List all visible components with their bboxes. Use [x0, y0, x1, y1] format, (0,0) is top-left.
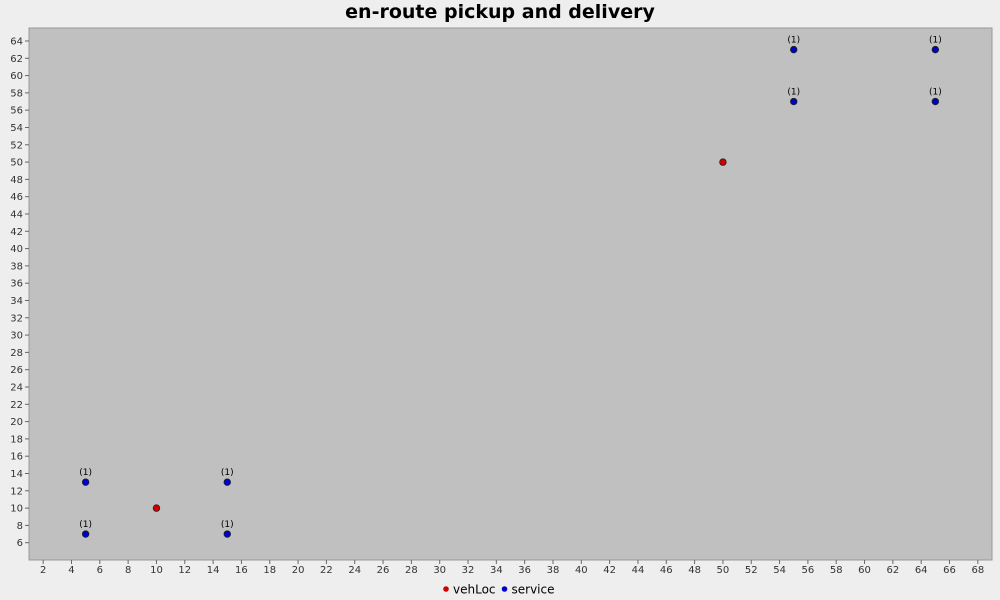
y-tick-label: 8: [17, 521, 23, 532]
y-tick-label: 60: [10, 71, 23, 82]
y-tick-label: 38: [10, 261, 23, 272]
y-tick-label: 32: [10, 313, 23, 324]
data-point-service: [81, 478, 90, 486]
x-tick-label: 50: [717, 565, 730, 576]
x-tick-label: 32: [462, 565, 475, 576]
y-tick-label: 40: [10, 244, 23, 255]
x-tick-label: 20: [292, 565, 305, 576]
y-tick-label: 58: [10, 88, 23, 99]
y-tick-label: 24: [10, 382, 23, 393]
y-tick-label: 16: [10, 452, 23, 463]
x-tick-label: 42: [603, 565, 616, 576]
data-point-service: [931, 97, 940, 106]
data-label: (1): [221, 520, 234, 530]
data-label: (1): [929, 36, 942, 46]
y-tick-label: 50: [10, 158, 23, 169]
y-tick-label: 20: [10, 417, 23, 428]
x-tick-label: 24: [348, 565, 361, 576]
x-tick-label: 12: [178, 565, 191, 576]
legend-label-service: service: [512, 583, 555, 597]
x-tick-label: 2: [40, 565, 46, 576]
chart-title: en-route pickup and delivery: [345, 1, 655, 23]
y-tick-label: 18: [10, 434, 23, 445]
y-tick-label: 54: [10, 123, 23, 134]
data-point-service: [223, 478, 231, 486]
y-tick-label: 62: [10, 54, 23, 65]
data-point-service: [790, 97, 798, 106]
data-point-service: [931, 45, 940, 54]
x-tick-label: 26: [377, 565, 390, 576]
data-point-vehLoc: [719, 158, 727, 166]
legend-label-vehLoc: vehLoc: [453, 583, 496, 597]
x-axis: 2 4 6 8 10 12 14 16 18 20 22 24 26 28 30 32 34 36 38 40 42 44…: [40, 560, 984, 576]
y-tick-label: 44: [10, 209, 23, 220]
x-tick-label: 54: [773, 565, 786, 576]
x-tick-label: 16: [235, 565, 248, 576]
x-tick-label: 64: [915, 565, 928, 576]
x-tick-label: 18: [263, 565, 276, 576]
data-label: (1): [79, 468, 92, 478]
x-tick-label: 58: [830, 565, 843, 576]
x-tick-label: 48: [688, 565, 701, 576]
y-tick-label: 52: [10, 140, 23, 151]
data-points: (1) (1) (1) (1) (1) (1) (1) (1): [79, 36, 942, 538]
legend-marker-vehLoc: [443, 586, 449, 592]
x-tick-label: 6: [97, 565, 103, 576]
x-tick-label: 36: [518, 565, 531, 576]
x-tick-label: 44: [632, 565, 645, 576]
legend: vehLoc service: [443, 583, 555, 597]
data-point-service: [223, 530, 231, 538]
y-tick-label: 22: [10, 400, 23, 411]
x-tick-label: 62: [887, 565, 900, 576]
y-tick-label: 28: [10, 348, 23, 359]
x-tick-label: 10: [150, 565, 163, 576]
y-axis: 6 8 10 12 14 16 18 20 22 24 26 28 30 32 34 36 38 40 42 44 46…: [10, 36, 29, 549]
x-tick-label: 66: [943, 565, 956, 576]
plot-area: [28, 27, 993, 561]
x-tick-label: 34: [490, 565, 503, 576]
x-tick-label: 38: [547, 565, 560, 576]
data-label: (1): [787, 36, 800, 46]
x-tick-label: 46: [660, 565, 673, 576]
x-tick-label: 52: [745, 565, 758, 576]
data-point-service: [790, 45, 798, 54]
data-label: (1): [79, 520, 92, 530]
y-tick-label: 64: [10, 36, 23, 47]
y-tick-label: 34: [10, 296, 23, 307]
y-tick-label: 26: [10, 365, 23, 376]
x-tick-label: 28: [405, 565, 418, 576]
data-point-vehLoc: [152, 504, 161, 512]
y-tick-label: 42: [10, 227, 23, 238]
data-label: (1): [221, 468, 234, 478]
x-tick-label: 22: [320, 565, 333, 576]
x-tick-label: 8: [125, 565, 131, 576]
x-tick-label: 40: [575, 565, 588, 576]
y-tick-label: 46: [10, 192, 23, 203]
data-label: (1): [929, 88, 942, 98]
x-tick-label: 30: [433, 565, 446, 576]
y-tick-label: 6: [17, 538, 23, 549]
y-tick-label: 14: [10, 469, 23, 480]
x-tick-label: 56: [802, 565, 815, 576]
y-tick-label: 56: [10, 106, 23, 117]
legend-marker-service: [501, 586, 508, 592]
y-tick-label: 10: [10, 504, 23, 515]
data-point-service: [81, 530, 90, 538]
x-tick-label: 60: [858, 565, 871, 576]
x-tick-label: 14: [207, 565, 220, 576]
x-tick-label: 68: [971, 565, 984, 576]
y-tick-label: 12: [10, 486, 23, 497]
x-tick-label: 4: [68, 565, 74, 576]
y-tick-label: 48: [10, 175, 23, 186]
data-label: (1): [787, 88, 800, 98]
y-tick-label: 36: [10, 279, 23, 290]
y-tick-label: 30: [10, 331, 23, 342]
